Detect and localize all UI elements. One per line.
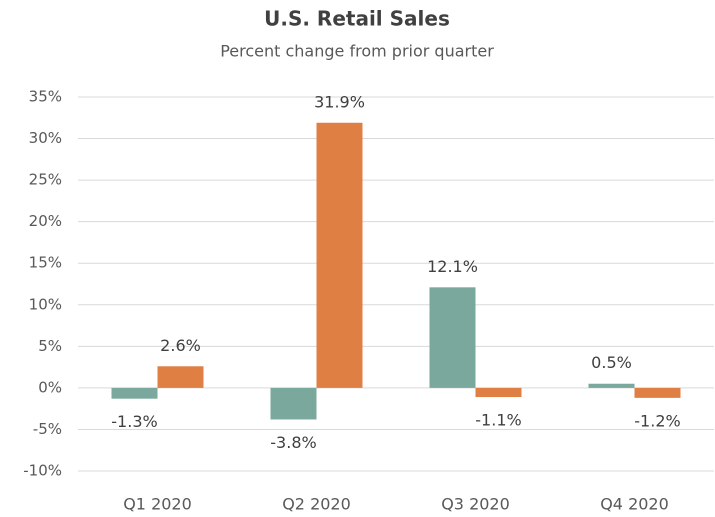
value-label: -1.2% [634, 411, 680, 430]
value-label: 0.5% [591, 353, 632, 372]
y-tick-label: 10% [29, 295, 62, 313]
y-tick-label: 5% [38, 337, 62, 355]
y-tick-label: -5% [33, 420, 62, 438]
y-tick-label: 15% [29, 254, 62, 272]
value-label: -1.3% [111, 412, 157, 431]
y-tick-label: 30% [29, 129, 62, 147]
value-label: -3.8% [270, 433, 316, 452]
value-label: -1.1% [475, 411, 521, 430]
y-tick-label: 35% [29, 88, 62, 106]
bar [270, 387, 317, 420]
chart-title: U.S. Retail Sales [264, 7, 450, 31]
value-label: 31.9% [314, 92, 365, 111]
x-tick-label: Q1 2020 [123, 495, 192, 514]
bar [157, 366, 204, 388]
x-tick-label: Q2 2020 [282, 495, 351, 514]
chart-subtitle: Percent change from prior quarter [220, 42, 494, 61]
value-label: 2.6% [160, 336, 201, 355]
y-tick-label: 25% [29, 171, 62, 189]
bar [111, 387, 158, 399]
bar [316, 122, 363, 388]
bar [475, 387, 522, 398]
bar [588, 383, 635, 388]
value-label: 12.1% [427, 257, 478, 276]
bar [634, 387, 681, 398]
y-tick-label: 0% [38, 378, 62, 396]
y-tick-label: -10% [23, 462, 62, 480]
bar [429, 287, 476, 388]
x-tick-label: Q4 2020 [600, 495, 669, 514]
y-tick-label: 20% [29, 212, 62, 230]
x-tick-label: Q3 2020 [441, 495, 510, 514]
